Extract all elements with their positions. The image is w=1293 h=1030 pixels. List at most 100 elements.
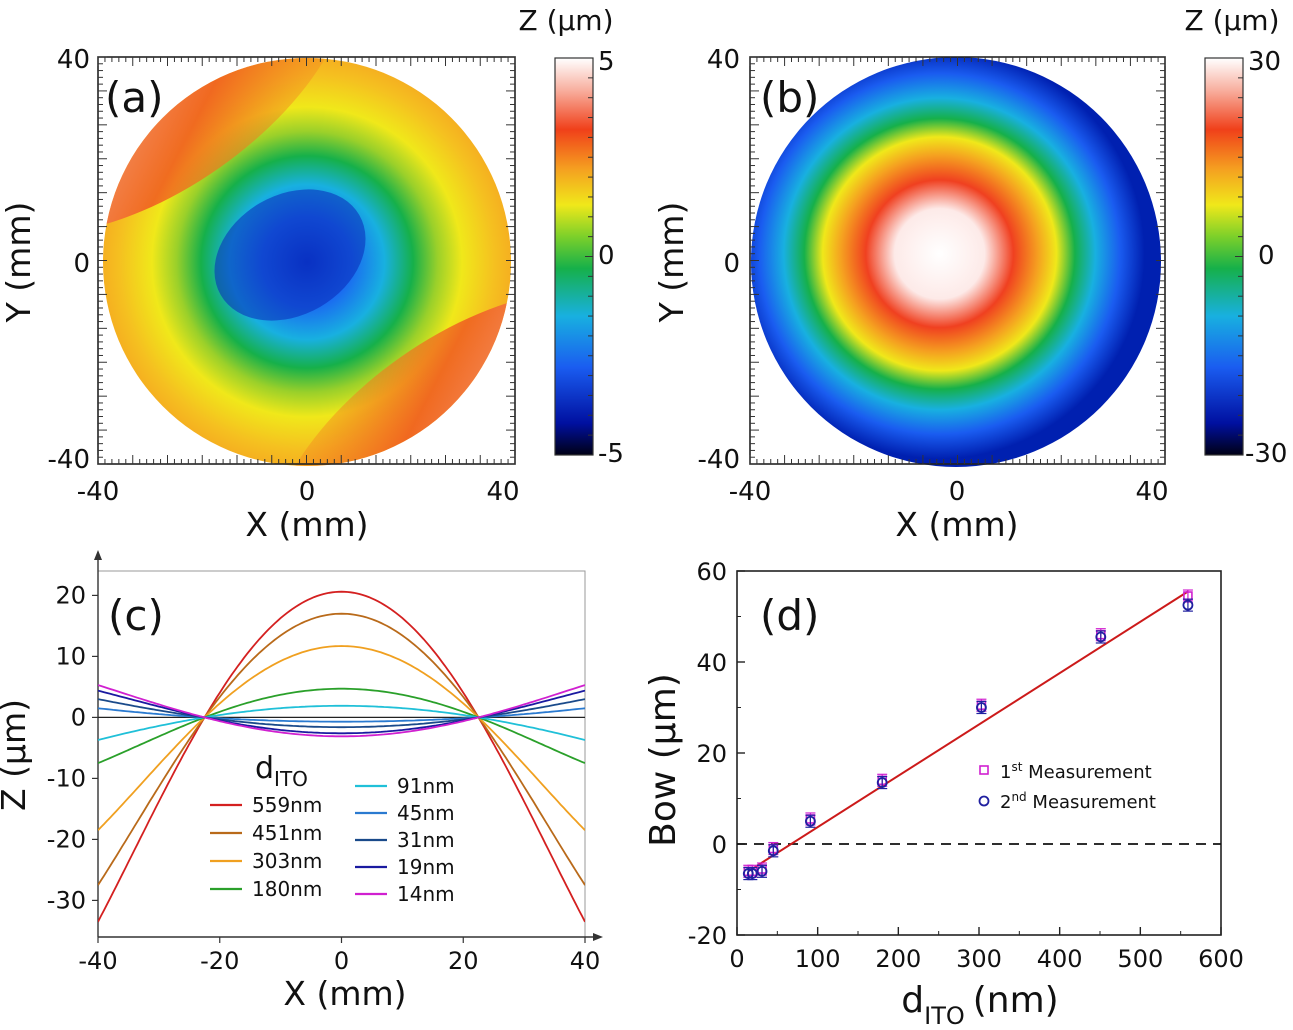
c-xtick-label: -40 — [78, 947, 117, 975]
d-point-circle — [1182, 599, 1194, 611]
a-colorbar-ticks — [554, 57, 594, 456]
d-point-circle — [767, 845, 779, 857]
c-series-line — [98, 687, 585, 764]
d-plot-area — [737, 589, 1221, 881]
b-xtick-mid: 0 — [949, 477, 966, 507]
axes-c-ticks: -40 -20 0 20 40 20 10 0 -10 -20 -30 — [47, 581, 600, 975]
c-legend-label: 303nm — [252, 849, 322, 873]
d-xtick-label: 300 — [956, 945, 1002, 973]
d-xlabel-main: d — [901, 980, 924, 1021]
a-colorbar-title: Z (µm) — [518, 4, 613, 37]
panel-b: (b) 40 0 -40 -40 0 40 X (mm) Y (mm) Z (µ… — [652, 4, 1287, 544]
b-xlabel: X (mm) — [895, 505, 1018, 544]
d-xtick-label: 100 — [795, 945, 841, 973]
b-ylabel: Y (mm) — [652, 202, 691, 324]
heatmap-b-disk — [751, 57, 1161, 467]
b-colorbar-tick-min: -30 — [1245, 439, 1287, 469]
d-legend-2-rest: Measurement — [1027, 792, 1156, 813]
d-legend-2-sup: nd — [1011, 790, 1026, 804]
d-xtick-label: 0 — [729, 945, 744, 973]
c-series-line — [98, 707, 585, 723]
b-xtick-left: -40 — [729, 477, 771, 507]
c-ylabel: Z (µm) — [0, 699, 33, 811]
c-legend-label: 451nm — [252, 821, 322, 845]
d-legend-2-main: 2 — [1000, 792, 1011, 813]
d-point-circle — [976, 702, 987, 713]
colorbar-frame — [1204, 57, 1244, 456]
a-ytick-top: 40 — [57, 45, 90, 75]
c-legend-label: 91nm — [397, 774, 455, 798]
c-series-line — [98, 612, 585, 886]
d-legend-marker-2 — [978, 795, 990, 807]
b-ytick-top: 40 — [707, 45, 740, 75]
b-colorbar-ticks — [1204, 57, 1244, 456]
a-colorbar-tick-min: -5 — [598, 439, 624, 469]
c-xtick-label: 40 — [570, 947, 601, 975]
a-xtick-mid: 0 — [299, 477, 316, 507]
axes-a-minor-ticks — [97, 56, 516, 465]
c-series-line — [98, 590, 585, 923]
b-ytick-bottom: -40 — [698, 445, 740, 475]
axes-c-y-arrow — [94, 550, 102, 560]
c-ytick-label: 10 — [55, 642, 86, 670]
a-colorbar-tick-mid: 0 — [598, 241, 615, 271]
c-legend-title-sub: ITO — [274, 767, 308, 791]
d-ytick-label: 0 — [712, 831, 727, 859]
c-xtick-label: -20 — [200, 947, 239, 975]
b-xtick-right: 40 — [1135, 477, 1168, 507]
panel-c-label: (c) — [108, 591, 164, 640]
a-xlabel: X (mm) — [245, 505, 368, 544]
d-xlabel-unit: (nm) — [973, 980, 1059, 1021]
d-xtick-label: 600 — [1198, 945, 1244, 973]
a-ytick-bottom: -40 — [48, 445, 90, 475]
d-legend-marker-1 — [979, 765, 989, 775]
panel-a: (a) 40 0 -40 -40 0 40 X (mm) Y (mm) Z (µ… — [0, 4, 624, 544]
c-legend-title-main: d — [255, 751, 274, 786]
c-legend-label: 45nm — [397, 801, 455, 825]
d-ytick-label: -20 — [688, 922, 727, 950]
panel-d-label: (d) — [760, 591, 819, 640]
d-ylabel: Bow (µm) — [643, 673, 684, 847]
d-xlabel: dITO (nm) — [901, 980, 1058, 1030]
d-legend-1-rest: Measurement — [1022, 762, 1151, 783]
heatmap-a-low-region — [214, 189, 366, 321]
a-ytick-mid: 0 — [73, 249, 90, 279]
panel-a-label: (a) — [105, 73, 164, 122]
c-series-line — [98, 684, 585, 738]
d-legend-1-sup: st — [1011, 760, 1022, 774]
d-legend-1-main: 1 — [1000, 762, 1011, 783]
d-xlabel-sub: ITO — [924, 1002, 965, 1030]
colorbar-frame — [554, 57, 594, 456]
d-legend: 1st Measurement 2nd Measurement — [978, 760, 1156, 813]
c-legend-label: 14nm — [397, 882, 455, 906]
c-ytick-label: -30 — [47, 886, 86, 914]
c-legend-label: 559nm — [252, 793, 322, 817]
b-colorbar-tick-max: 30 — [1248, 47, 1281, 77]
d-ytick-label: 20 — [696, 740, 727, 768]
c-ytick-label: -10 — [47, 764, 86, 792]
a-ylabel: Y (mm) — [0, 202, 38, 324]
d-xtick-label: 200 — [875, 945, 921, 973]
d-point-circle — [746, 868, 758, 879]
d-xtick-label: 500 — [1117, 945, 1163, 973]
d-xtick-label: 400 — [1037, 945, 1083, 973]
c-xtick-label: 20 — [448, 947, 479, 975]
c-ytick-label: -20 — [47, 825, 86, 853]
d-ytick-label: 40 — [696, 649, 727, 677]
axes-b-minor-ticks — [749, 56, 1166, 465]
c-series-line — [98, 689, 585, 735]
c-series-line — [98, 645, 585, 831]
axes-c-x-arrow — [593, 933, 603, 941]
d-legend-label-2: 2nd Measurement — [1000, 790, 1156, 813]
c-xlabel: X (mm) — [283, 974, 406, 1013]
a-xtick-left: -40 — [77, 477, 119, 507]
c-legend-label: 31nm — [397, 828, 455, 852]
panel-b-label: (b) — [760, 73, 819, 122]
d-point-circle — [756, 865, 768, 877]
c-curves — [98, 590, 585, 923]
c-ytick-label: 0 — [71, 703, 86, 731]
d-legend-label-1: 1st Measurement — [1000, 760, 1152, 783]
